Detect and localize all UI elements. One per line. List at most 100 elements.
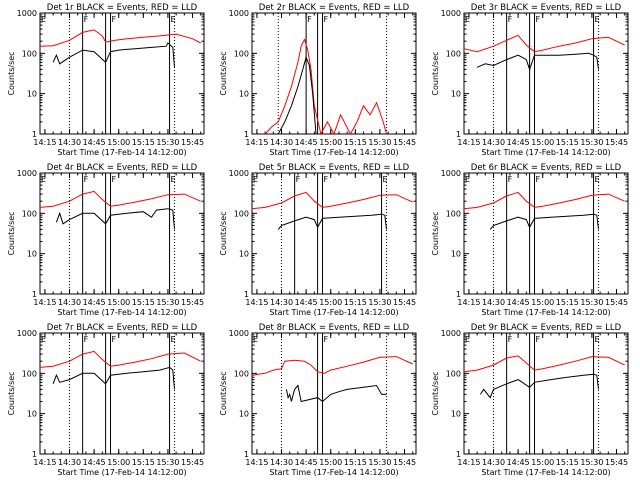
x-axis-label: Start Time (17-Feb-14 14:12:00) (481, 308, 610, 317)
plot-frame (463, 332, 629, 455)
flag-label: E (253, 175, 258, 184)
x-tick-label: 15:30 (580, 458, 603, 467)
x-tick-label: 15:30 (156, 138, 179, 147)
plot-frame (251, 332, 417, 455)
flag-label: E (171, 175, 176, 184)
flag-label: E (41, 15, 46, 24)
x-tick-label: 14:15 (457, 458, 480, 467)
y-axis-label: Counts/sec (219, 51, 228, 95)
y-tick-label: 1000 (441, 9, 461, 18)
chart-title: Det 1r BLACK = Events, RED = LLD (47, 3, 198, 13)
x-tick-label: 15:15 (132, 458, 155, 467)
lld-series-line (463, 191, 625, 210)
x-tick-label: 15:15 (344, 138, 367, 147)
flag-label: F (324, 175, 329, 184)
y-tick-label: 1 (244, 290, 249, 299)
flag-label: E (41, 335, 46, 344)
x-tick-label: 15:45 (393, 458, 416, 467)
chart-panel-8: Det 8r BLACK = Events, RED = LLD 1 10 100 10… (219, 323, 417, 477)
x-tick-label: 15:30 (368, 298, 391, 307)
chart-title: Det 9r BLACK = Events, RED = LLD (471, 323, 622, 333)
y-tick-label: 1 (456, 290, 461, 299)
chart-panel-4: Det 4r BLACK = Events, RED = LLD 1 10 100 10… (7, 163, 205, 317)
y-axis-label: Counts/sec (7, 371, 16, 415)
plot-frame (39, 12, 205, 135)
y-tick-label: 10 (27, 410, 37, 419)
lld-series-line (39, 190, 201, 208)
flag-label: F (84, 335, 89, 344)
x-tick-label: 15:00 (107, 458, 130, 467)
y-axis-label: Counts/sec (431, 211, 440, 255)
flag-label: F (536, 175, 541, 184)
y-tick-label: 1 (244, 130, 249, 139)
y-tick-label: 100 (446, 369, 461, 378)
chart-title: Det 6r BLACK = Events, RED = LLD (471, 163, 622, 173)
x-axis-label: Start Time (17-Feb-14 14:12:00) (57, 148, 186, 157)
y-tick-label: 10 (239, 90, 249, 99)
y-tick-label: 10 (27, 250, 37, 259)
events-series-line (285, 384, 387, 403)
x-tick-label: 15:00 (107, 138, 130, 147)
y-tick-label: 10 (239, 250, 249, 259)
y-tick-label: 10 (451, 90, 461, 99)
flag-label: F (84, 15, 89, 24)
x-tick-label: 14:45 (83, 138, 106, 147)
lld-series-line (264, 38, 387, 136)
x-tick-label: 14:30 (270, 138, 293, 147)
x-tick-label: 14:30 (58, 458, 81, 467)
x-tick-label: 15:30 (368, 138, 391, 147)
flag-label: F (307, 15, 312, 24)
lld-series-line (463, 355, 625, 373)
x-tick-label: 14:15 (33, 138, 56, 147)
x-tick-label: 14:45 (83, 458, 106, 467)
x-tick-label: 14:15 (33, 298, 56, 307)
x-tick-label: 15:15 (556, 138, 579, 147)
y-tick-label: 100 (22, 209, 37, 218)
chart-panel-7: Det 7r BLACK = Events, RED = LLD 1 10 100 10… (7, 323, 205, 477)
x-tick-label: 15:45 (393, 298, 416, 307)
x-tick-label: 14:45 (507, 138, 530, 147)
y-tick-label: 10 (27, 90, 37, 99)
y-axis-label: Counts/sec (431, 371, 440, 415)
x-tick-label: 14:30 (270, 458, 293, 467)
x-tick-label: 14:15 (245, 138, 268, 147)
y-tick-label: 1000 (441, 169, 461, 178)
x-tick-label: 15:00 (319, 298, 342, 307)
x-tick-label: 15:45 (605, 458, 628, 467)
x-tick-label: 14:30 (58, 138, 81, 147)
x-axis-label: Start Time (17-Feb-14 14:12:00) (57, 308, 186, 317)
flag-label: F (324, 335, 329, 344)
y-tick-label: 100 (446, 209, 461, 218)
chart-panel-1: Det 1r BLACK = Events, RED = LLD 1 10 100 10… (7, 3, 205, 157)
x-tick-label: 15:15 (344, 298, 367, 307)
flag-label: F (508, 15, 513, 24)
x-tick-label: 14:45 (507, 458, 530, 467)
x-tick-label: 14:30 (482, 458, 505, 467)
x-tick-label: 15:30 (580, 298, 603, 307)
y-tick-label: 1000 (17, 329, 37, 338)
y-axis-label: Counts/sec (7, 51, 16, 95)
plot-frame (463, 12, 629, 135)
y-tick-label: 1000 (17, 9, 37, 18)
y-tick-label: 1000 (441, 329, 461, 338)
chart-panel-3: Det 3r BLACK = Events, RED = LLD 1 10 100 10… (431, 3, 629, 157)
y-axis-label: Counts/sec (7, 211, 16, 255)
x-tick-label: 15:15 (556, 458, 579, 467)
y-tick-label: 1000 (229, 329, 249, 338)
lld-series-line (463, 34, 625, 53)
lld-series-line (251, 191, 413, 210)
flag-label: F (112, 175, 117, 184)
events-series-line (52, 366, 175, 390)
y-tick-label: 100 (22, 369, 37, 378)
events-series-line (52, 42, 175, 68)
x-axis-label: Start Time (17-Feb-14 14:12:00) (269, 308, 398, 317)
flag-label: F (508, 175, 513, 184)
x-tick-label: 15:15 (344, 458, 367, 467)
flag-label: E (41, 175, 46, 184)
x-tick-label: 15:45 (393, 138, 416, 147)
y-tick-label: 1000 (229, 9, 249, 18)
x-tick-label: 15:45 (181, 138, 204, 147)
y-axis-label: Counts/sec (219, 211, 228, 255)
x-tick-label: 15:45 (181, 298, 204, 307)
